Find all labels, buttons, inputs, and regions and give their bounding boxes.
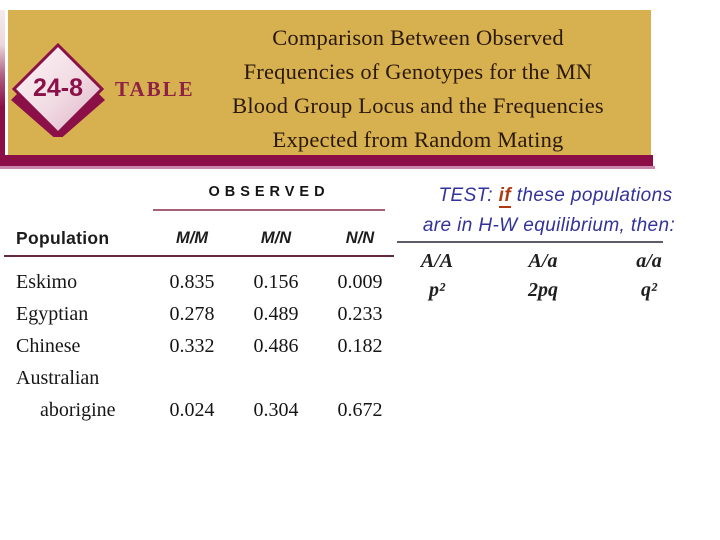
header-rule bbox=[4, 255, 394, 257]
line2-underline bbox=[397, 241, 663, 243]
frequency-row: p² 2pq q² bbox=[412, 279, 674, 302]
title-line-4: Expected from Random Mating bbox=[272, 127, 564, 152]
table-title: Comparison Between Observed Frequencies … bbox=[183, 21, 653, 157]
table-body: Eskimo 0.835 0.156 0.009 Egyptian 0.278 … bbox=[0, 266, 402, 426]
value-mm: 0.278 bbox=[169, 303, 215, 325]
value-mn: 0.489 bbox=[253, 303, 299, 325]
observed-group-header: OBSERVED bbox=[208, 184, 330, 200]
banner-bottom-bar bbox=[0, 155, 653, 166]
frequency-p2: p² bbox=[429, 279, 445, 301]
value-nn: 0.009 bbox=[337, 271, 383, 293]
population-name: Eskimo bbox=[16, 271, 78, 293]
observed-underline bbox=[153, 209, 385, 211]
hw-test-line2: are in H-W equilibrium, then: bbox=[422, 215, 676, 236]
table-header-row: Population M/M M/N N/N bbox=[0, 224, 402, 252]
hw-test-line1: TEST: if these populations bbox=[398, 185, 713, 208]
value-mn: 0.304 bbox=[253, 399, 299, 421]
genotype-Aa: A/a bbox=[528, 250, 558, 272]
value-nn bbox=[318, 362, 402, 394]
population-name: Chinese bbox=[16, 335, 81, 357]
line1-rest: these populations bbox=[516, 185, 673, 206]
population-name: Egyptian bbox=[16, 303, 89, 325]
test-prefix: TEST: bbox=[438, 185, 493, 206]
badge-number: 24-8 bbox=[32, 74, 84, 102]
table-row: Eskimo 0.835 0.156 0.009 bbox=[0, 266, 402, 298]
value-nn: 0.233 bbox=[337, 303, 383, 325]
value-mn: 0.486 bbox=[253, 335, 299, 357]
banner-accent-line bbox=[0, 166, 655, 169]
value-nn: 0.672 bbox=[337, 399, 383, 421]
left-accent-strip bbox=[0, 10, 5, 166]
diamond-badge-icon bbox=[10, 41, 106, 141]
value-mm: 0.024 bbox=[169, 399, 215, 421]
value-nn: 0.182 bbox=[337, 335, 383, 357]
value-mm bbox=[150, 362, 234, 394]
genotype-AA: A/A bbox=[420, 250, 454, 272]
table-row: Australian bbox=[0, 362, 402, 394]
value-mm: 0.835 bbox=[169, 271, 215, 293]
title-line-2: Frequencies of Genotypes for the MN bbox=[243, 59, 593, 84]
value-mm: 0.332 bbox=[169, 335, 215, 357]
genotype-aa: a/a bbox=[636, 250, 662, 272]
column-header-nn: N/N bbox=[345, 228, 375, 247]
population-name: aborigine bbox=[40, 399, 116, 421]
title-line-1: Comparison Between Observed bbox=[272, 25, 564, 50]
population-name: Australian bbox=[16, 367, 100, 389]
column-header-population: Population bbox=[16, 227, 110, 248]
column-header-mm: M/M bbox=[175, 228, 209, 247]
table-row: Chinese 0.332 0.486 0.182 bbox=[0, 330, 402, 362]
table-row: aborigine 0.024 0.304 0.672 bbox=[0, 394, 402, 426]
value-mn bbox=[234, 362, 318, 394]
title-line-3: Blood Group Locus and the Frequencies bbox=[232, 93, 604, 118]
emphasis-if: if bbox=[498, 185, 512, 208]
badge-label: TABLE bbox=[115, 77, 195, 101]
genotype-row: A/A A/a a/a bbox=[412, 250, 674, 273]
value-mn: 0.156 bbox=[253, 271, 299, 293]
banner-background bbox=[8, 10, 651, 155]
table-row: Egyptian 0.278 0.489 0.233 bbox=[0, 298, 402, 330]
column-header-mn: M/N bbox=[260, 228, 292, 247]
frequency-q2: q² bbox=[641, 279, 657, 301]
frequency-2pq: 2pq bbox=[528, 279, 558, 301]
